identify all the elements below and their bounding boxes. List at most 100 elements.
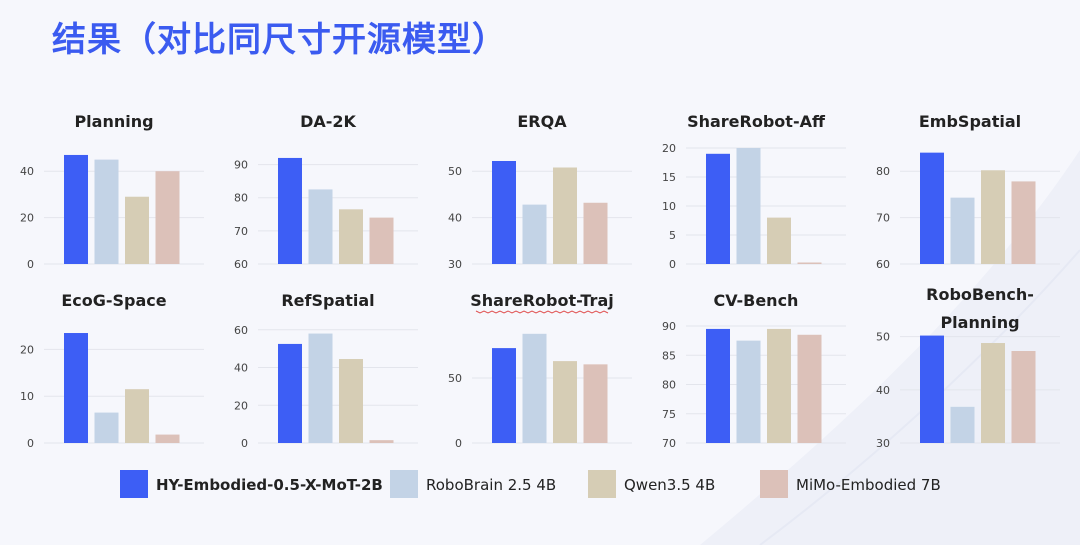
y-tick-label: 0 (27, 258, 34, 271)
chart-title: Planning (74, 112, 153, 131)
y-tick-label: 75 (662, 408, 676, 421)
bar-3 (797, 334, 822, 443)
y-tick-label: 40 (234, 362, 248, 375)
y-tick-label: 10 (20, 390, 34, 403)
bar-2 (767, 328, 791, 443)
y-tick-label: 80 (234, 192, 248, 205)
chart-0: Planning 0 20 40 (20, 112, 204, 271)
chart-6: RefSpatial 0 20 40 60 (234, 291, 418, 450)
spellcheck-underline (475, 310, 609, 314)
chart-1: DA-2K 60 70 80 90 (234, 112, 418, 271)
chart-4: EmbSpatial 60 70 80 (876, 112, 1060, 271)
y-tick-label: 20 (662, 142, 676, 155)
legend-swatch-mimo (760, 470, 788, 498)
bar-3 (155, 171, 180, 264)
y-tick-label: 50 (448, 372, 462, 385)
bar-1 (308, 189, 333, 264)
bar-2 (339, 359, 363, 443)
legend-swatch-hy (120, 470, 148, 498)
y-tick-label: 70 (876, 212, 890, 225)
chart-title: RefSpatial (281, 291, 374, 310)
bar-1 (522, 204, 547, 264)
y-tick-label: 0 (27, 437, 34, 450)
chart-2: ERQA 30 40 50 (448, 112, 632, 271)
bar-0 (64, 333, 88, 443)
bar-3 (797, 262, 822, 264)
chart-title: CV-Bench (714, 291, 799, 310)
bar-1 (950, 406, 975, 443)
legend-item-hy: HY-Embodied-0.5-X-MoT-2B (120, 470, 383, 498)
bar-0 (64, 154, 88, 264)
y-tick-label: 85 (662, 349, 676, 362)
bar-3 (1011, 181, 1036, 264)
bar-1 (522, 333, 547, 443)
bar-2 (981, 343, 1005, 443)
y-tick-label: 40 (20, 165, 34, 178)
y-tick-label: 0 (241, 437, 248, 450)
chart-5: EcoG-Space 0 10 20 (20, 291, 204, 450)
chart-3: ShareRobot-Aff 0 5 10 15 20 (662, 112, 846, 271)
chart-8: CV-Bench 70 75 80 85 90 (662, 291, 846, 450)
legend-label-qwen: Qwen3.5 4B (624, 476, 716, 494)
chart-title-line2: Planning (940, 313, 1019, 332)
bar-0 (492, 348, 516, 443)
y-tick-label: 5 (669, 229, 676, 242)
legend-swatch-robobrain (390, 470, 418, 498)
legend-swatch-qwen (588, 470, 616, 498)
y-tick-label: 90 (662, 320, 676, 333)
y-tick-label: 60 (876, 258, 890, 271)
bar-2 (767, 217, 791, 264)
y-tick-label: 50 (448, 165, 462, 178)
chart-title: ShareRobot-Traj (470, 291, 613, 310)
legend-item-qwen: Qwen3.5 4B (588, 470, 715, 498)
bar-0 (920, 152, 944, 264)
bar-3 (1011, 350, 1036, 443)
chart-title: EmbSpatial (919, 112, 1021, 131)
bar-3 (583, 364, 608, 443)
chart-title: ShareRobot-Aff (687, 112, 826, 131)
y-tick-label: 60 (234, 258, 248, 271)
bar-0 (492, 160, 516, 264)
y-tick-label: 15 (662, 171, 676, 184)
y-tick-label: 0 (455, 437, 462, 450)
bar-1 (736, 340, 761, 443)
chart-title: RoboBench- (926, 285, 1034, 304)
y-tick-label: 20 (20, 343, 34, 356)
y-tick-label: 30 (448, 258, 462, 271)
bar-2 (553, 361, 577, 443)
chart-title: EcoG-Space (61, 291, 166, 310)
y-tick-label: 80 (662, 379, 676, 392)
bar-3 (583, 202, 608, 264)
bar-1 (308, 333, 333, 443)
chart-7: ShareRobot-Traj 0 50 (448, 291, 632, 450)
bar-2 (125, 196, 149, 264)
bar-1 (950, 197, 975, 264)
bar-1 (736, 148, 761, 264)
y-tick-label: 60 (234, 324, 248, 337)
bar-2 (339, 209, 363, 264)
bar-1 (94, 159, 119, 264)
bar-1 (94, 412, 119, 443)
y-tick-label: 40 (448, 212, 462, 225)
bar-3 (369, 217, 394, 264)
y-tick-label: 0 (669, 258, 676, 271)
y-tick-label: 70 (662, 437, 676, 450)
chart-title: DA-2K (300, 112, 356, 131)
bar-0 (278, 157, 302, 264)
bar-2 (553, 167, 577, 264)
y-tick-label: 10 (662, 200, 676, 213)
y-tick-label: 90 (234, 159, 248, 172)
y-tick-label: 20 (234, 399, 248, 412)
legend-label-hy: HY-Embodied-0.5-X-MoT-2B (156, 476, 383, 494)
bar-2 (125, 389, 149, 443)
bar-0 (920, 335, 944, 443)
y-tick-label: 40 (876, 384, 890, 397)
y-tick-label: 30 (876, 437, 890, 450)
chart-title: ERQA (517, 112, 567, 131)
legend-label-robobrain: RoboBrain 2.5 4B (426, 476, 557, 494)
page-title: 结果（对比同尺寸开源模型） (52, 20, 507, 60)
legend-item-robobrain: RoboBrain 2.5 4B (390, 470, 556, 498)
bar-0 (706, 153, 730, 264)
